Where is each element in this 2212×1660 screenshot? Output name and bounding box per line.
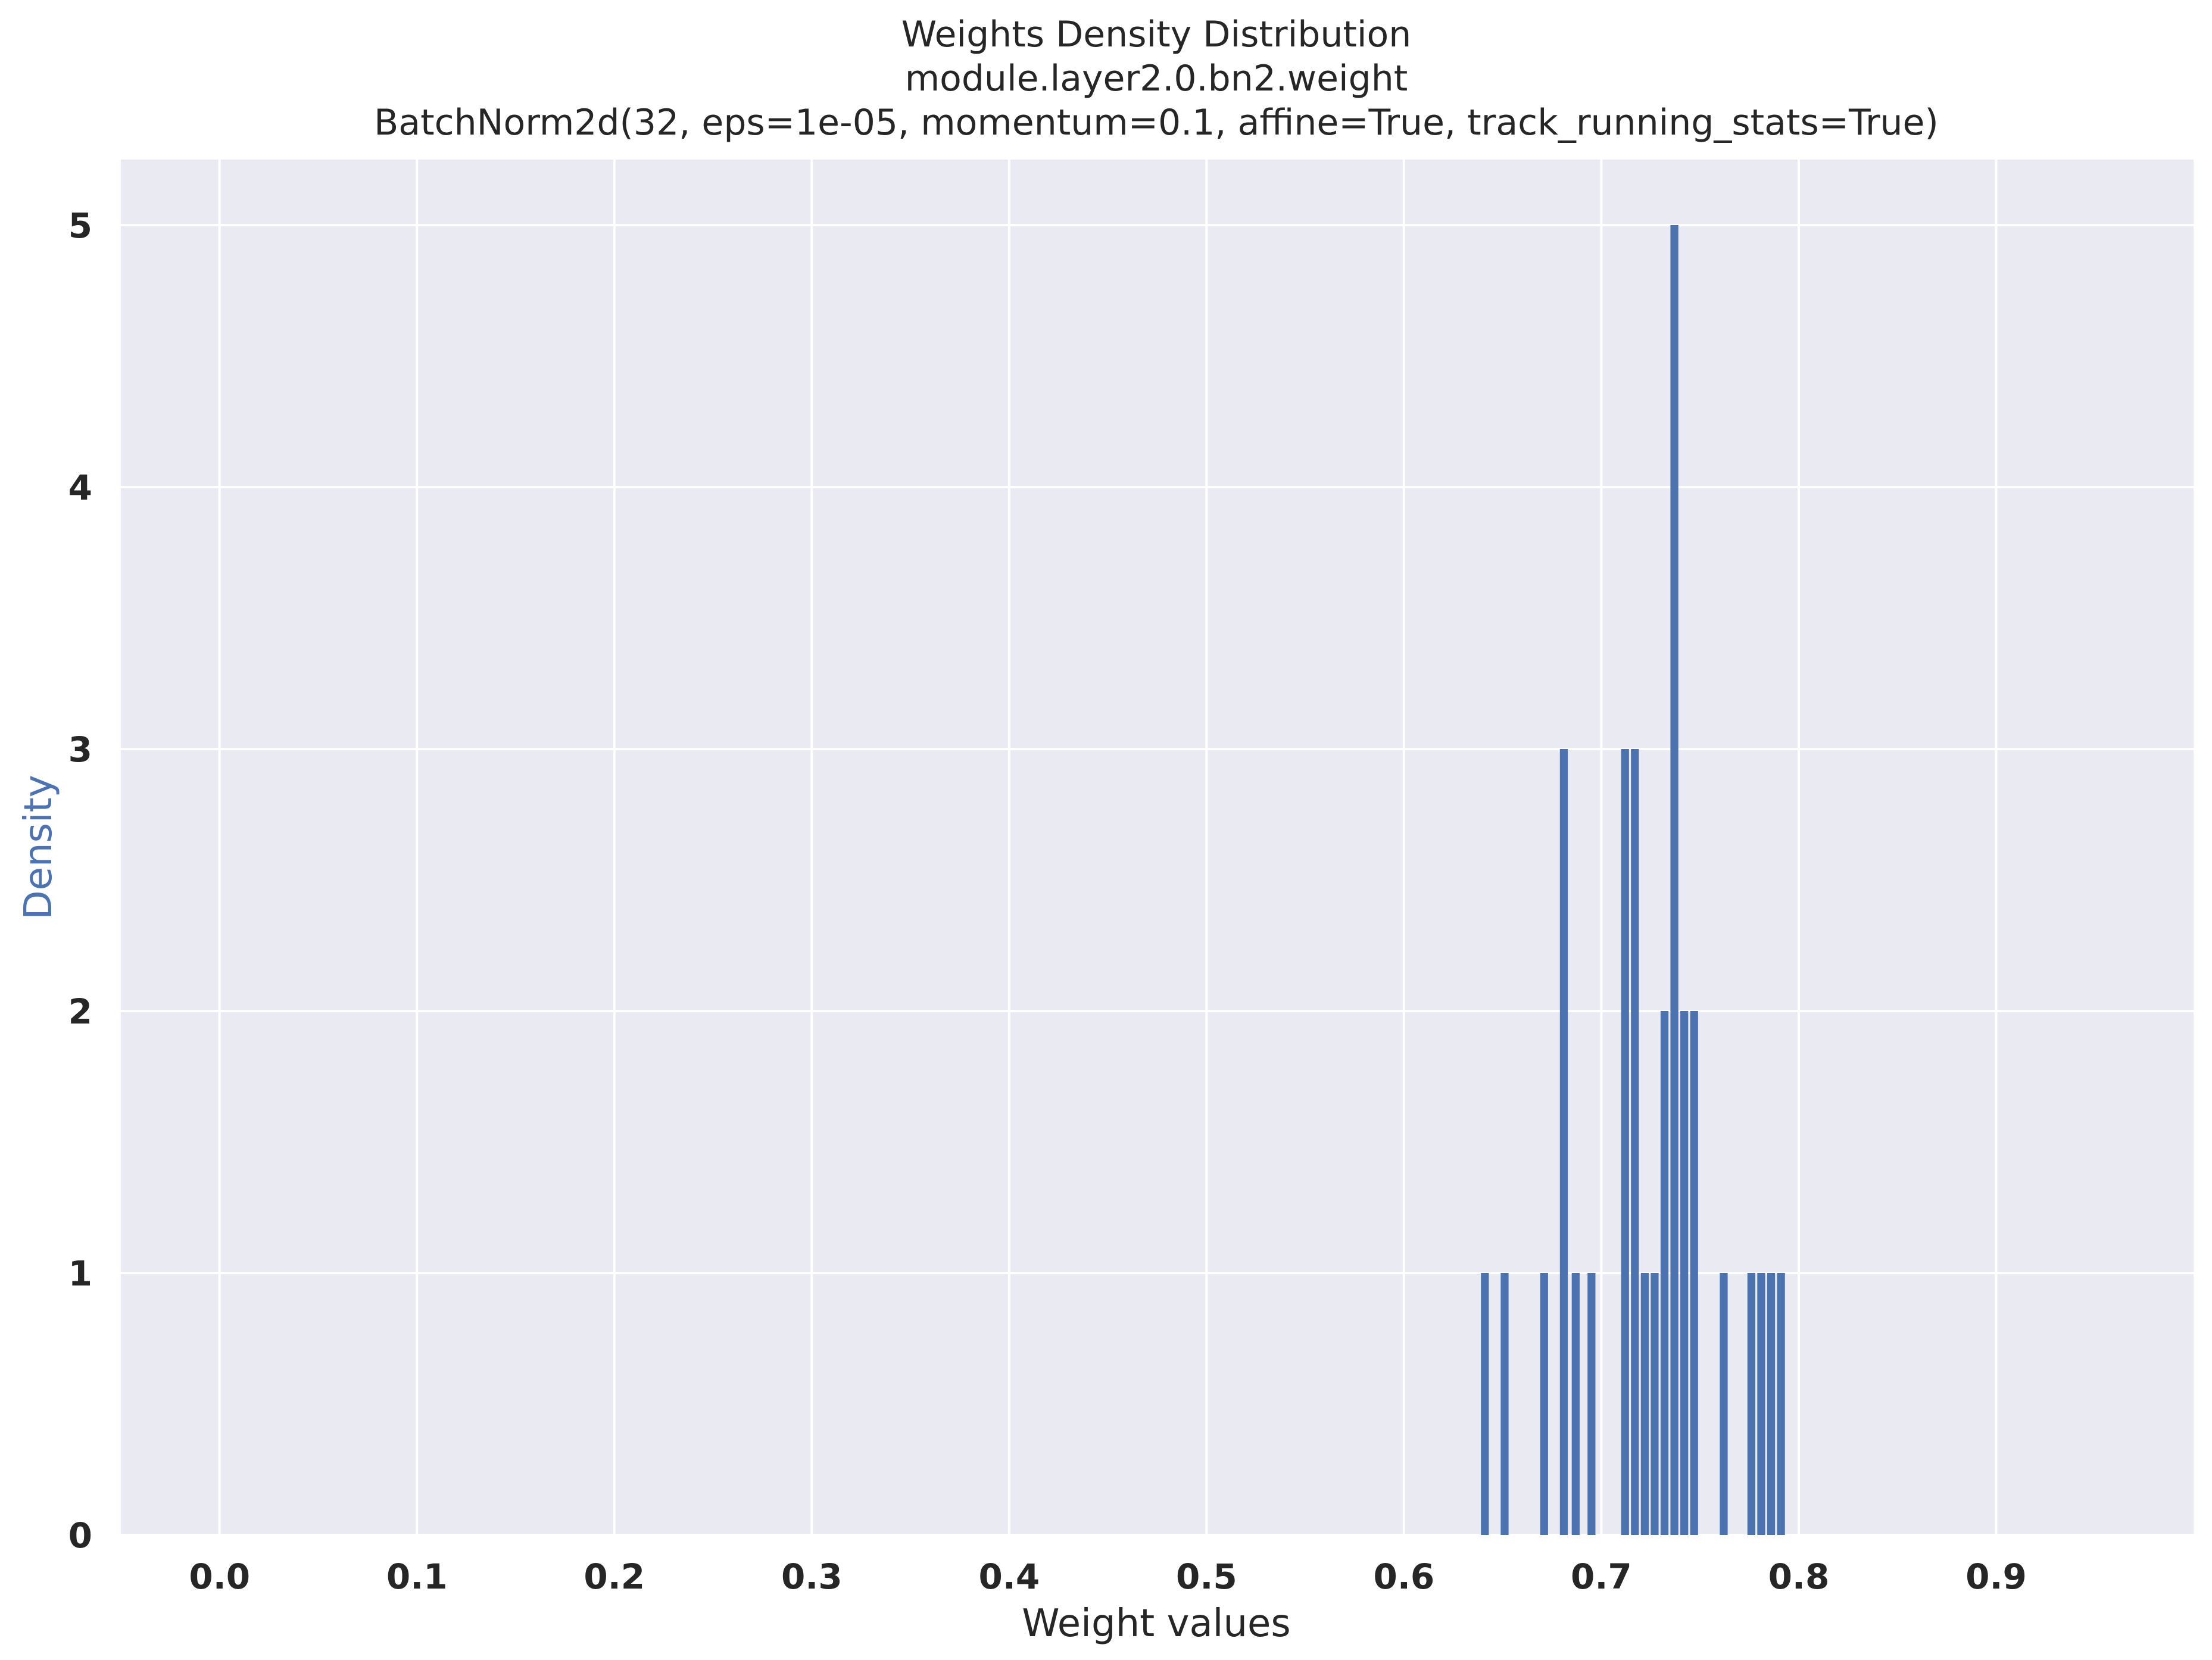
- histogram-bar-8: [1640, 1273, 1649, 1535]
- x-tick-label-0: 0.0: [189, 1556, 250, 1597]
- x-tick-label-9: 0.9: [1965, 1556, 2027, 1597]
- x-tick-label-4: 0.4: [978, 1556, 1040, 1597]
- x-tick-label-6: 0.6: [1374, 1556, 1435, 1597]
- plot-area: [121, 160, 2194, 1535]
- histogram-bar-10: [1660, 1011, 1669, 1535]
- x-tick-labels: 0.0 0.1 0.2 0.3 0.4 0.5 0.6 0.7 0.8 0.9: [189, 1556, 2026, 1597]
- histogram-bar-13: [1690, 1011, 1698, 1535]
- x-tick-label-8: 0.8: [1768, 1556, 1830, 1597]
- y-tick-label-2: 2: [68, 991, 92, 1032]
- y-tick-label-0: 0: [68, 1515, 92, 1556]
- histogram-bar-18: [1777, 1273, 1785, 1535]
- x-tick-label-1: 0.1: [386, 1556, 448, 1597]
- histogram-bar-2: [1540, 1273, 1548, 1535]
- grid: [121, 160, 2194, 1536]
- y-tick-label-3: 3: [68, 729, 92, 770]
- histogram-bar-16: [1757, 1273, 1765, 1535]
- histogram-bar-0: [1481, 1273, 1489, 1535]
- y-tick-labels: 0 1 2 3 4 5: [68, 205, 92, 1556]
- histogram-bar-6: [1621, 749, 1629, 1535]
- chart-title-line-3: BatchNorm2d(32, eps=1e-05, momentum=0.1,…: [374, 102, 1939, 143]
- histogram-bar-3: [1559, 749, 1568, 1535]
- x-axis-label: Weight values: [1022, 1602, 1290, 1646]
- histogram-bar-14: [1720, 1273, 1728, 1535]
- y-axis-label: Density: [17, 775, 61, 919]
- y-tick-label-5: 5: [68, 205, 92, 246]
- histogram-bar-11: [1670, 225, 1679, 1535]
- chart-title-line-2: module.layer2.0.bn2.weight: [905, 58, 1408, 99]
- x-tick-label-3: 0.3: [781, 1556, 843, 1597]
- histogram-bar-5: [1587, 1273, 1596, 1535]
- chart-title-line-1: Weights Density Distribution: [901, 14, 1412, 55]
- histogram-bar-1: [1500, 1273, 1509, 1535]
- histogram-bar-7: [1631, 749, 1639, 1535]
- x-tick-label-2: 0.2: [584, 1556, 645, 1597]
- y-tick-label-4: 4: [68, 467, 92, 508]
- x-tick-label-7: 0.7: [1571, 1556, 1632, 1597]
- histogram-bar-17: [1767, 1273, 1776, 1535]
- histogram-bar-9: [1651, 1273, 1659, 1535]
- bars: [1481, 225, 1785, 1535]
- y-tick-label-1: 1: [68, 1253, 92, 1294]
- x-tick-label-5: 0.5: [1176, 1556, 1237, 1597]
- histogram-bar-4: [1571, 1273, 1580, 1535]
- histogram-bar-12: [1680, 1011, 1689, 1535]
- histogram-bar-15: [1747, 1273, 1756, 1535]
